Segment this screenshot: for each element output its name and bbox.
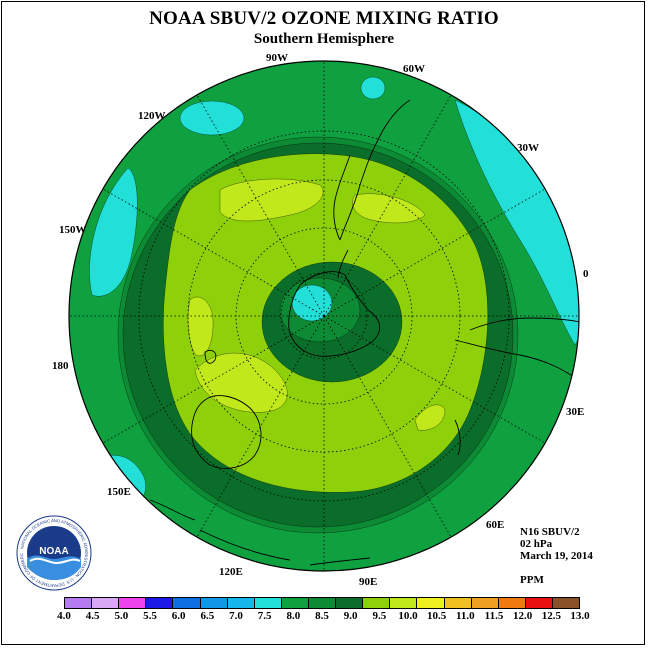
colorbar-swatch [470, 598, 498, 608]
colorbar-swatch [91, 598, 119, 608]
colorbar-tick-label: 4.0 [57, 610, 71, 622]
graticule-meridians [69, 61, 579, 571]
colorbar-tick-label: 8.5 [315, 610, 329, 622]
colorbar-swatch [389, 598, 417, 608]
map-boundary [68, 60, 580, 572]
colorbar-swatch [416, 598, 444, 608]
colorbar-swatch [307, 598, 336, 608]
colorbar-swatch [226, 598, 254, 608]
units-label: PPM [520, 574, 544, 586]
colorbar-tick-label: 5.0 [114, 610, 129, 622]
colorbar-swatch [524, 598, 552, 608]
contour-region-7p5-north-b [360, 76, 386, 100]
map-title: NOAA SBUV/2 OZONE MIXING RATIO [149, 8, 499, 29]
contour-region-10p0-north [219, 178, 324, 222]
colorbar-tick-label: 9.0 [343, 610, 358, 622]
instrument-label: N16 SBUV/2 [520, 526, 580, 538]
contour-region-10p0-east [414, 404, 446, 431]
colorbar-swatch [443, 598, 471, 608]
lon-label-120e: 120E [219, 566, 243, 578]
colorbar-tick-label: 11.5 [484, 610, 504, 622]
map-subtitle: Southern Hemisphere [253, 31, 395, 47]
colorbar-tick-label: 10.5 [427, 610, 447, 622]
colorbar-tick-label: 8.0 [286, 610, 301, 622]
colorbar-swatch [65, 598, 92, 608]
lon-label-90e: 90E [359, 576, 378, 588]
contour-region-10p0-northeast [352, 193, 426, 224]
colorbar-tick-label: 10.0 [398, 610, 418, 622]
lon-label-0: 0 [583, 268, 589, 280]
colorbar-tick-label: 12.0 [513, 610, 533, 622]
lon-label-180: 180 [52, 360, 69, 372]
coastlines [149, 99, 579, 566]
colorbar-tick-label: 4.5 [85, 610, 100, 622]
pressure-level-label: 02 hPa [520, 538, 553, 550]
lon-label-30w: 30W [517, 142, 539, 154]
colorbar-swatch [497, 598, 525, 608]
date-label: March 19, 2014 [520, 550, 593, 562]
colorbar-swatch [335, 598, 363, 608]
lon-label-150e: 150E [107, 486, 131, 498]
colorbar-swatch [118, 598, 146, 608]
noaa-logo: NOAA NATIONAL OCEANIC AND ATMOSPHERIC AD… [16, 515, 92, 591]
colorbar-swatch [280, 598, 308, 608]
lon-label-90w: 90W [266, 52, 288, 64]
colorbar-swatch [145, 598, 173, 608]
colorbar-tick-label: 6.0 [171, 610, 186, 622]
noaa-logo-text: NOAA [39, 546, 68, 557]
colorbar-tick-label: 9.5 [372, 610, 387, 622]
colorbar-tick-label: 11.0 [456, 610, 475, 622]
colorbar-tick-label: 6.5 [200, 610, 215, 622]
lon-label-60w: 60W [403, 63, 425, 75]
colorbar-swatch [172, 598, 200, 608]
contour-region-7p5-north-a [179, 100, 245, 136]
colorbar [64, 597, 580, 609]
colorbar-tick-label: 13.0 [570, 610, 590, 622]
colorbar-tick-label: 7.0 [229, 610, 243, 622]
lon-label-150w: 150W [59, 224, 87, 236]
lon-label-120w: 120W [138, 110, 166, 122]
colorbar-tick-label: 7.5 [257, 610, 272, 622]
colorbar-tick-label: 5.5 [143, 610, 157, 622]
lon-label-30e: 30E [566, 406, 585, 418]
colorbar-swatch [253, 598, 281, 608]
contour-region-7p5-west [89, 167, 138, 297]
colorbar-swatch [551, 598, 580, 608]
colorbar-swatch [199, 598, 227, 608]
colorbar-swatch [362, 598, 390, 608]
lon-label-60e: 60E [486, 519, 505, 531]
colorbar-tick-label: 12.5 [541, 610, 561, 622]
